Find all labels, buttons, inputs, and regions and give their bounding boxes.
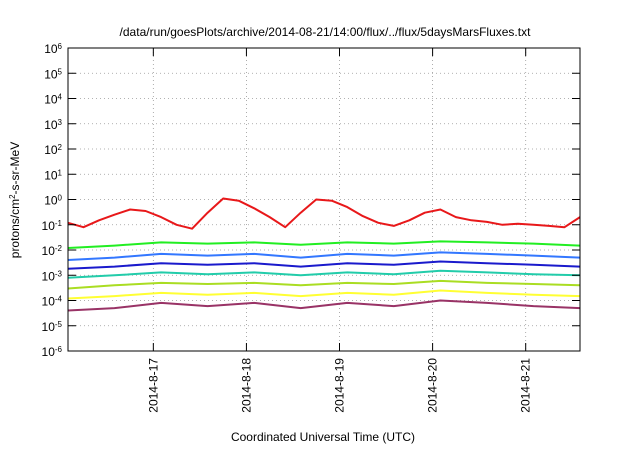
y-tick-label: 102 (44, 143, 62, 158)
x-tick-label: 2014-8-20 (426, 358, 440, 413)
y-tick-label: 103 (44, 117, 62, 132)
y-tick-label: 106 (44, 42, 62, 57)
y-axis-label-sup: 2 (8, 194, 17, 199)
y-tick-label: 100 (44, 193, 62, 208)
series-line-1 (67, 197, 581, 230)
y-tick-label: 10-3 (42, 269, 63, 284)
series-line-7 (67, 289, 581, 300)
series-line-2 (67, 240, 581, 249)
y-tick-label: 10-2 (42, 244, 63, 259)
chart-title: /data/run/goesPlots/archive/2014-08-21/1… (120, 25, 532, 39)
x-tick-label: 2014-8-19 (333, 358, 347, 413)
series-line-6 (67, 279, 581, 290)
y-tick-label: 101 (44, 168, 62, 183)
y-tick-label: 105 (44, 67, 62, 82)
x-tick-label: 2014-8-21 (519, 358, 533, 413)
y-axis-label-main: protons/cm (8, 199, 22, 258)
y-tick-label: 104 (44, 92, 62, 107)
series-line-4 (67, 260, 581, 270)
series-group (67, 197, 581, 312)
axes: 10-6 10-5 10-4 10-3 10-2 10-1 100 101 102 103 104 1… (42, 42, 580, 413)
x-axis-label: Coordinated Universal Time (UTC) (231, 430, 415, 444)
y-tick-label: 10-4 (42, 294, 63, 309)
x-tick-label: 2014-8-17 (146, 358, 160, 413)
y-axis-label-rest: -s-sr-MeV (8, 142, 22, 195)
y-tick-label: 10-5 (42, 319, 63, 334)
x-tick-label: 2014-8-18 (239, 358, 253, 413)
series-line-3 (67, 251, 581, 261)
series-line-8 (67, 299, 581, 312)
y-tick-label: 10-6 (42, 345, 63, 360)
y-tick-label: 10-1 (42, 218, 63, 233)
series-line-5 (67, 269, 581, 279)
y-axis-label: protons/cm2-s-sr-MeV (8, 142, 23, 258)
